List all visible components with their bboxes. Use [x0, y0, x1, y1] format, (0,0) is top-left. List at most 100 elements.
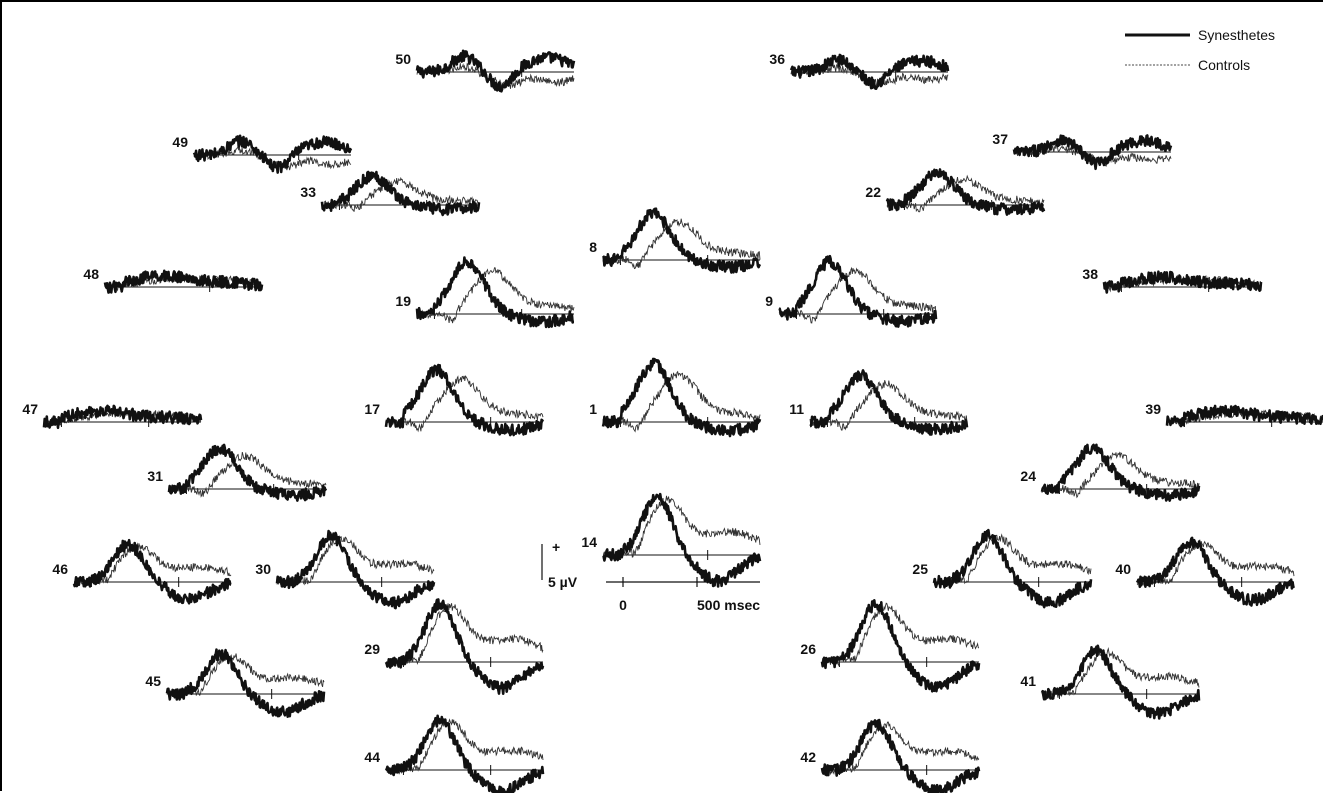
channel-46: 46	[52, 538, 232, 605]
channel-label-25: 25	[912, 561, 928, 577]
channel-36: 36	[769, 51, 950, 90]
controls-trace-17	[385, 375, 544, 433]
synesthetes-trace-1	[601, 357, 762, 438]
controls-trace-11	[809, 380, 968, 431]
channel-label-40: 40	[1115, 561, 1131, 577]
synesthetes-trace-49	[192, 134, 353, 174]
channel-24: 24	[1020, 443, 1201, 502]
synesthetes-trace-29	[384, 598, 545, 695]
legend: Synesthetes Controls	[1125, 27, 1275, 73]
channel-22: 22	[865, 168, 1046, 216]
synesthetes-trace-9	[778, 254, 938, 328]
synesthetes-trace-42	[820, 718, 981, 793]
channel-47: 47	[22, 401, 203, 430]
synesthetes-trace-38	[1102, 270, 1263, 294]
channel-label-8: 8	[589, 239, 597, 255]
controls-trace-30	[276, 535, 435, 588]
channel-49: 49	[172, 134, 353, 174]
synesthetes-trace-41	[1040, 644, 1201, 720]
controls-trace-45	[166, 653, 325, 699]
synesthetes-trace-22	[885, 168, 1046, 216]
channel-39: 39	[1145, 401, 1323, 428]
channel-label-38: 38	[1082, 266, 1098, 282]
controls-trace-24	[1041, 451, 1200, 499]
legend-label-controls: Controls	[1198, 57, 1250, 73]
channel-label-14: 14	[581, 534, 597, 550]
channel-42: 42	[800, 718, 981, 793]
channel-50: 50	[395, 49, 576, 93]
legend-label-synesthetes: Synesthetes	[1198, 27, 1275, 43]
channel-label-19: 19	[395, 293, 411, 309]
channel-label-44: 44	[364, 749, 380, 765]
channel-label-47: 47	[22, 401, 38, 417]
channel-11: 11	[789, 369, 969, 436]
channel-19: 19	[395, 256, 575, 329]
channel-8: 8	[589, 207, 762, 274]
channel-label-26: 26	[800, 641, 816, 657]
channel-33: 33	[300, 170, 481, 217]
synesthetes-trace-14	[602, 492, 762, 588]
controls-trace-8	[602, 218, 761, 270]
controls-trace-42	[821, 721, 980, 776]
controls-trace-41	[1041, 646, 1200, 699]
channel-label-11: 11	[789, 401, 804, 417]
controls-trace-19	[416, 267, 575, 324]
synesthetes-trace-48	[103, 269, 264, 294]
synesthetes-trace-40	[1135, 536, 1296, 607]
synesthetes-trace-47	[42, 404, 203, 430]
controls-trace-1	[602, 370, 761, 433]
channel-label-17: 17	[364, 401, 380, 417]
channel-label-42: 42	[800, 749, 816, 765]
synesthetes-trace-11	[809, 369, 969, 436]
channel-label-36: 36	[769, 51, 785, 67]
channel-label-37: 37	[992, 131, 1008, 147]
synesthetes-trace-50	[415, 49, 576, 93]
channel-1: 1	[589, 357, 762, 438]
channel-14: 14	[581, 492, 762, 588]
channel-38: 38	[1082, 266, 1263, 294]
channel-label-33: 33	[300, 184, 316, 200]
channel-label-50: 50	[395, 51, 411, 67]
synesthetes-trace-26	[820, 599, 981, 693]
amplitude-label: 5 µV	[548, 574, 578, 590]
channel-44: 44	[364, 714, 545, 793]
channel-label-39: 39	[1145, 401, 1161, 417]
synesthetes-trace-25	[932, 528, 1093, 609]
channel-29: 29	[364, 598, 545, 695]
synesthetes-trace-17	[384, 363, 545, 437]
channel-label-1: 1	[589, 401, 597, 417]
synesthetes-trace-37	[1012, 134, 1173, 171]
channel-31: 31	[147, 443, 328, 502]
channel-9: 9	[765, 254, 938, 328]
channel-label-22: 22	[865, 184, 881, 200]
channel-48: 48	[83, 266, 264, 294]
channel-37: 37	[992, 131, 1173, 171]
controls-trace-31	[168, 451, 327, 498]
synesthetes-trace-33	[320, 170, 481, 217]
synesthetes-trace-19	[415, 256, 575, 329]
channel-label-45: 45	[145, 673, 161, 689]
channel-label-9: 9	[765, 293, 773, 309]
channel-label-41: 41	[1020, 673, 1036, 689]
channel-label-46: 46	[52, 561, 68, 577]
controls-trace-14	[602, 495, 761, 560]
controls-trace-46	[73, 542, 232, 586]
channel-label-30: 30	[255, 561, 271, 577]
controls-trace-29	[385, 603, 544, 667]
channel-26: 26	[800, 599, 981, 693]
time-tick-label-500: 500 msec	[697, 597, 760, 613]
channel-label-29: 29	[364, 641, 380, 657]
synesthetes-trace-31	[167, 443, 328, 502]
controls-trace-37	[1013, 144, 1172, 167]
channel-17: 17	[364, 363, 545, 437]
synesthetes-trace-8	[601, 207, 762, 274]
synesthetes-trace-30	[275, 529, 436, 610]
synesthetes-trace-24	[1040, 443, 1201, 502]
controls-trace-33	[321, 176, 480, 212]
channel-45: 45	[145, 648, 326, 718]
channel-label-48: 48	[83, 266, 99, 282]
polarity-label: +	[552, 539, 560, 555]
synesthetes-trace-36	[789, 53, 950, 90]
